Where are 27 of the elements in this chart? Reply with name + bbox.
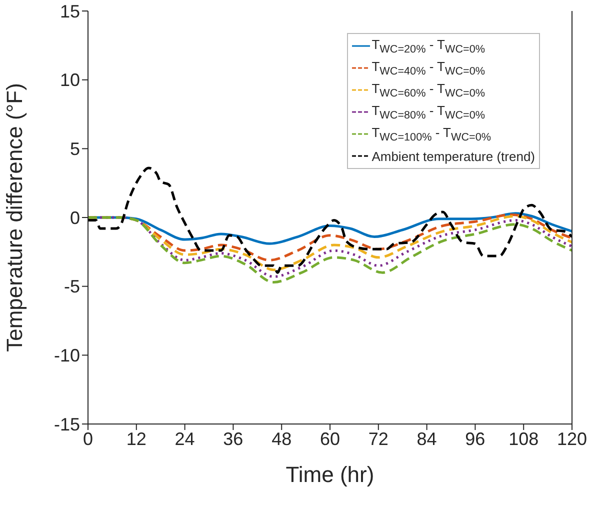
- y-tick-label: -15: [54, 414, 80, 434]
- x-tick-label: 36: [223, 428, 244, 449]
- x-tick-label: 120: [556, 428, 588, 449]
- y-tick-label: -10: [54, 346, 80, 366]
- y-tick-label: 5: [70, 139, 80, 160]
- legend-label: T$_{WC=80%}$ - T$_{WC=0%}$: [372, 102, 485, 122]
- y-tick-label: -5: [64, 276, 80, 297]
- legend-label: T$_{WC=20%}$ - T$_{WC=0%}$: [372, 36, 485, 56]
- x-tick-label: 12: [126, 428, 146, 449]
- x-tick-label: 108: [508, 428, 539, 449]
- y-axis-title: Temperature difference (°F): [2, 83, 27, 352]
- y-tick-label: 10: [60, 70, 80, 90]
- line-series: [88, 166, 572, 274]
- x-tick-label: 60: [320, 428, 340, 449]
- y-tick-label: 15: [60, 1, 80, 22]
- legend-label: T$_{WC=60%}$ - T$_{WC=0%}$: [372, 80, 485, 100]
- legend-label: Ambient temperature (trend): [372, 148, 535, 164]
- x-tick-label: 0: [82, 428, 94, 449]
- x-tick-label: 96: [465, 428, 486, 449]
- legend-label: T$_{WC=40%}$ - T$_{WC=0%}$: [372, 58, 485, 78]
- x-tick-label: 72: [368, 428, 388, 449]
- legend-label: T$_{WC=100%}$ - T$_{WC=0%}$: [372, 124, 491, 144]
- x-tick-label: 24: [174, 428, 195, 449]
- x-tick-label: 84: [416, 428, 437, 449]
- x-tick-label: 48: [272, 428, 292, 449]
- y-tick-label: 0: [70, 208, 80, 228]
- x-axis-title: Time (hr): [286, 462, 374, 487]
